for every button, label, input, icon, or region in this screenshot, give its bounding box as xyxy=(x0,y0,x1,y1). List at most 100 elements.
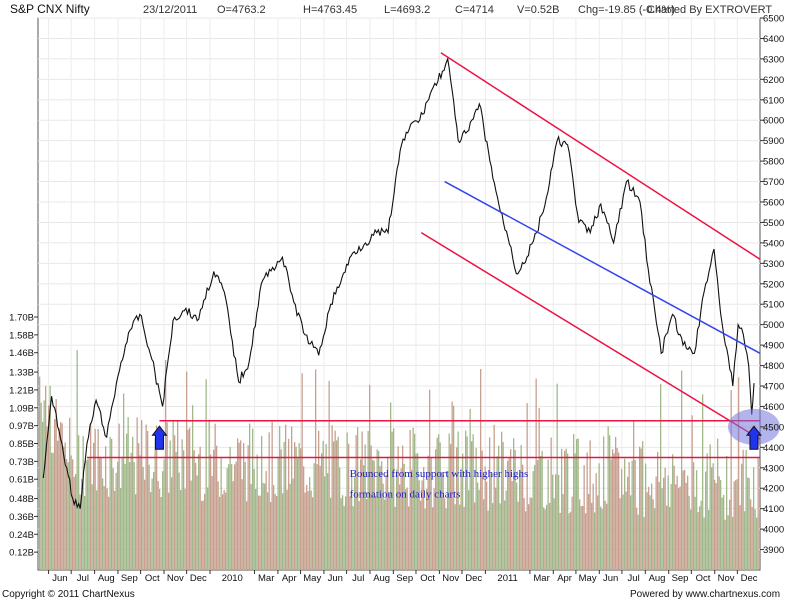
volume-bar xyxy=(553,498,555,570)
volume-bar xyxy=(430,457,432,570)
volume-bar xyxy=(85,460,87,570)
volume-bar xyxy=(207,487,209,570)
trendline-channel-middle xyxy=(444,180,761,354)
volume-bar xyxy=(238,442,240,570)
volume-bar xyxy=(543,507,545,570)
volume-bar xyxy=(274,493,276,570)
volume-bar xyxy=(645,463,647,570)
volume-bar xyxy=(249,423,251,570)
volume-bar xyxy=(178,472,180,570)
volume-bar xyxy=(105,446,107,570)
volume-bar xyxy=(756,517,758,570)
volume-bar xyxy=(46,426,48,570)
volume-bar xyxy=(679,486,681,570)
header-volume: V=0.52B xyxy=(517,4,560,16)
volume-bar xyxy=(118,423,120,570)
volume-bar xyxy=(594,512,596,570)
volume-bar xyxy=(139,455,141,570)
volume-bar xyxy=(411,469,413,570)
volume-bar xyxy=(328,380,330,570)
volume-bar xyxy=(318,430,320,570)
volume-bar xyxy=(297,458,299,570)
volume-bar xyxy=(252,428,254,570)
volume-bar xyxy=(288,438,290,570)
volume-bar xyxy=(387,456,389,570)
volume-bar xyxy=(571,496,573,570)
volume-bar xyxy=(340,498,342,570)
volume-bar xyxy=(195,462,197,570)
volume-tick-label: 1.33B xyxy=(9,368,34,379)
volume-bar xyxy=(732,516,734,570)
volume-bar xyxy=(610,459,612,570)
volume-bar xyxy=(568,513,570,570)
volume-bar xyxy=(343,505,345,570)
volume-bar xyxy=(663,477,665,570)
volume-bar xyxy=(462,453,464,570)
price-tick-label: 3900 xyxy=(763,545,784,556)
volume-tick-label: 0.73B xyxy=(9,457,34,468)
volume-bar xyxy=(124,464,126,570)
volume-bar xyxy=(370,445,372,570)
volume-bar xyxy=(312,497,314,570)
volume-bar xyxy=(66,459,68,570)
volume-bar xyxy=(397,446,399,570)
volume-bar xyxy=(526,403,528,570)
arrow-up-icon xyxy=(745,425,762,450)
volume-bar xyxy=(420,500,422,570)
time-tick-label: May xyxy=(303,573,321,584)
volume-bar xyxy=(372,459,374,570)
volume-bar xyxy=(225,492,227,570)
volume-bar xyxy=(199,446,201,570)
volume-bar xyxy=(642,441,644,570)
volume-bar xyxy=(733,481,735,570)
volume-bar xyxy=(633,420,635,570)
volume-bar xyxy=(246,501,248,570)
price-tick-label: 6200 xyxy=(763,75,784,86)
volume-bar xyxy=(256,454,258,570)
volume-bar xyxy=(573,434,575,570)
volume-bar xyxy=(94,428,96,570)
volume-bar xyxy=(402,445,404,570)
volume-bar xyxy=(454,504,456,570)
volume-bar xyxy=(70,455,72,570)
volume-bar xyxy=(472,434,474,570)
volume-bar xyxy=(226,468,228,570)
volume-bar xyxy=(618,452,620,570)
header-low: L=4693.2 xyxy=(384,4,430,16)
volume-bar xyxy=(684,469,686,570)
volume-bar xyxy=(357,427,359,570)
volume-bar xyxy=(96,490,98,570)
volume-bar xyxy=(616,448,618,570)
volume-bar xyxy=(469,408,471,570)
volume-bar xyxy=(637,514,639,570)
price-tick-label: 5100 xyxy=(763,300,784,311)
volume-bar xyxy=(217,481,219,570)
annotation-text: Bounced from support with higher highs xyxy=(350,468,529,480)
volume-bar xyxy=(696,470,698,570)
price-tick-label: 6000 xyxy=(763,116,784,127)
volume-bar xyxy=(498,445,500,570)
volume-bar xyxy=(109,437,111,570)
volume-bar xyxy=(588,494,590,570)
volume-bar xyxy=(177,421,179,570)
volume-bar xyxy=(378,450,380,570)
volume-bar xyxy=(468,490,470,570)
price-tick-label: 4800 xyxy=(763,361,784,372)
volume-bar xyxy=(253,468,255,570)
volume-bar xyxy=(186,371,188,570)
volume-bar xyxy=(615,436,617,570)
price-tick-label: 6400 xyxy=(763,34,784,45)
price-tick-label: 4200 xyxy=(763,484,784,495)
volume-bar xyxy=(144,479,146,570)
volume-bar xyxy=(513,438,515,570)
volume-bar xyxy=(330,497,332,570)
volume-bar xyxy=(577,438,579,570)
volume-bar xyxy=(496,456,498,570)
volume-bar xyxy=(499,503,501,570)
volume-bar xyxy=(154,438,156,570)
volume-bar xyxy=(157,481,159,570)
volume-bar xyxy=(559,512,561,570)
volume-bar xyxy=(360,459,362,570)
volume-bar xyxy=(243,443,245,570)
volume-bar xyxy=(708,510,710,570)
